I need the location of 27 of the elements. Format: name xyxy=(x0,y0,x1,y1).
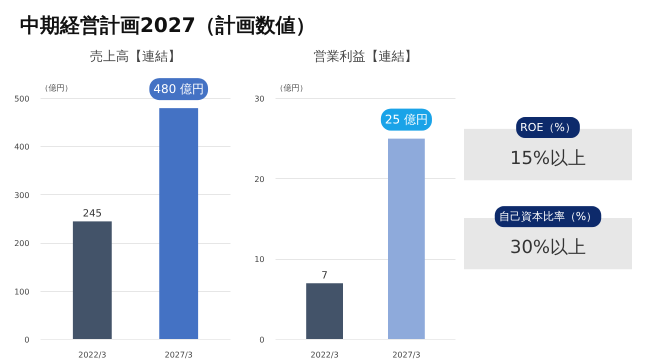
text: 15%以上 xyxy=(510,148,586,170)
data-label: 480 億円 xyxy=(153,82,204,96)
chart-title: 営業利益【連結】 xyxy=(314,50,418,64)
chart-subtitle: 売上高【連結】 xyxy=(90,48,181,64)
y-tick-label: 300 xyxy=(14,190,30,200)
chart-title: 中期経営計画2027（計画数値） xyxy=(20,12,316,39)
data-label: 25 億円 xyxy=(384,112,428,127)
y-tick-label: 0 xyxy=(24,336,30,344)
y-axis-title: （億円） xyxy=(276,83,308,92)
data-label: 245 xyxy=(82,208,102,220)
y-tick-label: 0 xyxy=(259,336,265,344)
y-tick-label: 20 xyxy=(254,174,265,184)
y-tick-label: 10 xyxy=(254,255,265,264)
y-tick-label: 200 xyxy=(14,239,30,248)
text: 自己資本比率（%） xyxy=(498,210,598,224)
y-axis-title: （億円） xyxy=(40,83,72,92)
y-tick-label: 100 xyxy=(14,287,30,296)
x-tick-label: 2022/3 xyxy=(78,350,106,360)
y-tick-label: 400 xyxy=(14,142,30,152)
data-label: 7 xyxy=(321,270,328,282)
x-tick-label: 2022/3 xyxy=(310,350,339,360)
y-tick-label: 500 xyxy=(14,94,30,104)
x-tick-label: 2027/3 xyxy=(164,350,193,360)
x-tick-label: 2027/3 xyxy=(392,350,420,360)
y-tick-label: 30 xyxy=(254,94,265,104)
text: 30%以上 xyxy=(510,237,586,258)
text: ROE（%） xyxy=(520,121,576,134)
